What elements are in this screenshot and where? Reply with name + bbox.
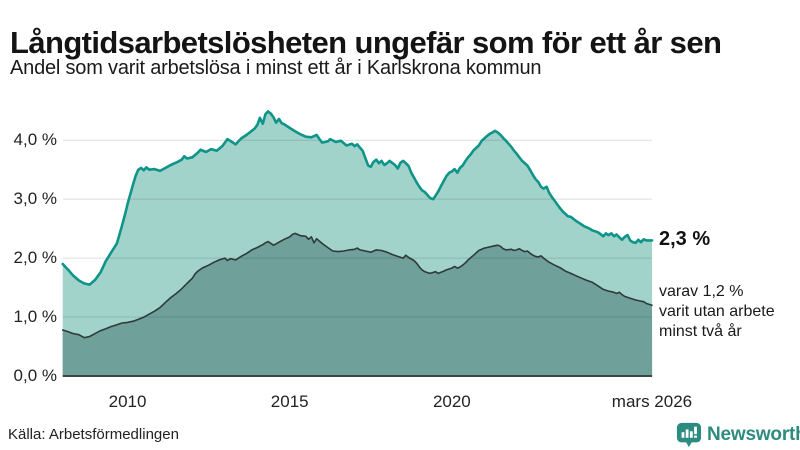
annotation-line-3: minst två år — [659, 323, 742, 340]
page-subtitle: Andel som varit arbetslösa i minst ett å… — [10, 57, 542, 79]
y-tick-label-2: 2,0 % — [13, 248, 57, 268]
annotation-line-1: varav 1,2 % — [659, 283, 744, 300]
newsworthy-logo: Newsworthy — [676, 421, 800, 449]
brand-name: Newsworthy — [707, 424, 800, 445]
page-title: Långtidsarbetslösheten ungefär som för e… — [10, 24, 722, 60]
y-tick-label-1: 1,0 % — [13, 307, 57, 327]
annotation-line-2: varit utan arbete — [659, 303, 775, 320]
series-line-minst-tva-ar — [61, 232, 653, 339]
speech-bubble-bar-chart-icon — [676, 422, 702, 448]
y-tick-label-0: 0,0 % — [13, 366, 57, 385]
y-tick-label-3: 3,0 % — [13, 189, 57, 209]
series-line-minst-ett-ar — [61, 110, 654, 286]
y-tick-label-4: 4,0 % — [13, 130, 57, 150]
end-value-annotation: 2,3 % — [659, 228, 711, 250]
x-tick-label-2015: 2015 — [270, 392, 309, 411]
area-fill-minst-tva-ar — [62, 233, 653, 376]
source-credit: Källa: Arbetsförmedlingen — [8, 426, 179, 443]
x-tick-label-2020: 2020 — [432, 392, 471, 411]
secondary-series-annotation: varav 1,2 % varit utan arbete minst två … — [659, 282, 775, 342]
x-tick-label-2010: 2010 — [108, 392, 147, 411]
x-tick-label-mars-2026: mars 2026 — [611, 392, 693, 411]
